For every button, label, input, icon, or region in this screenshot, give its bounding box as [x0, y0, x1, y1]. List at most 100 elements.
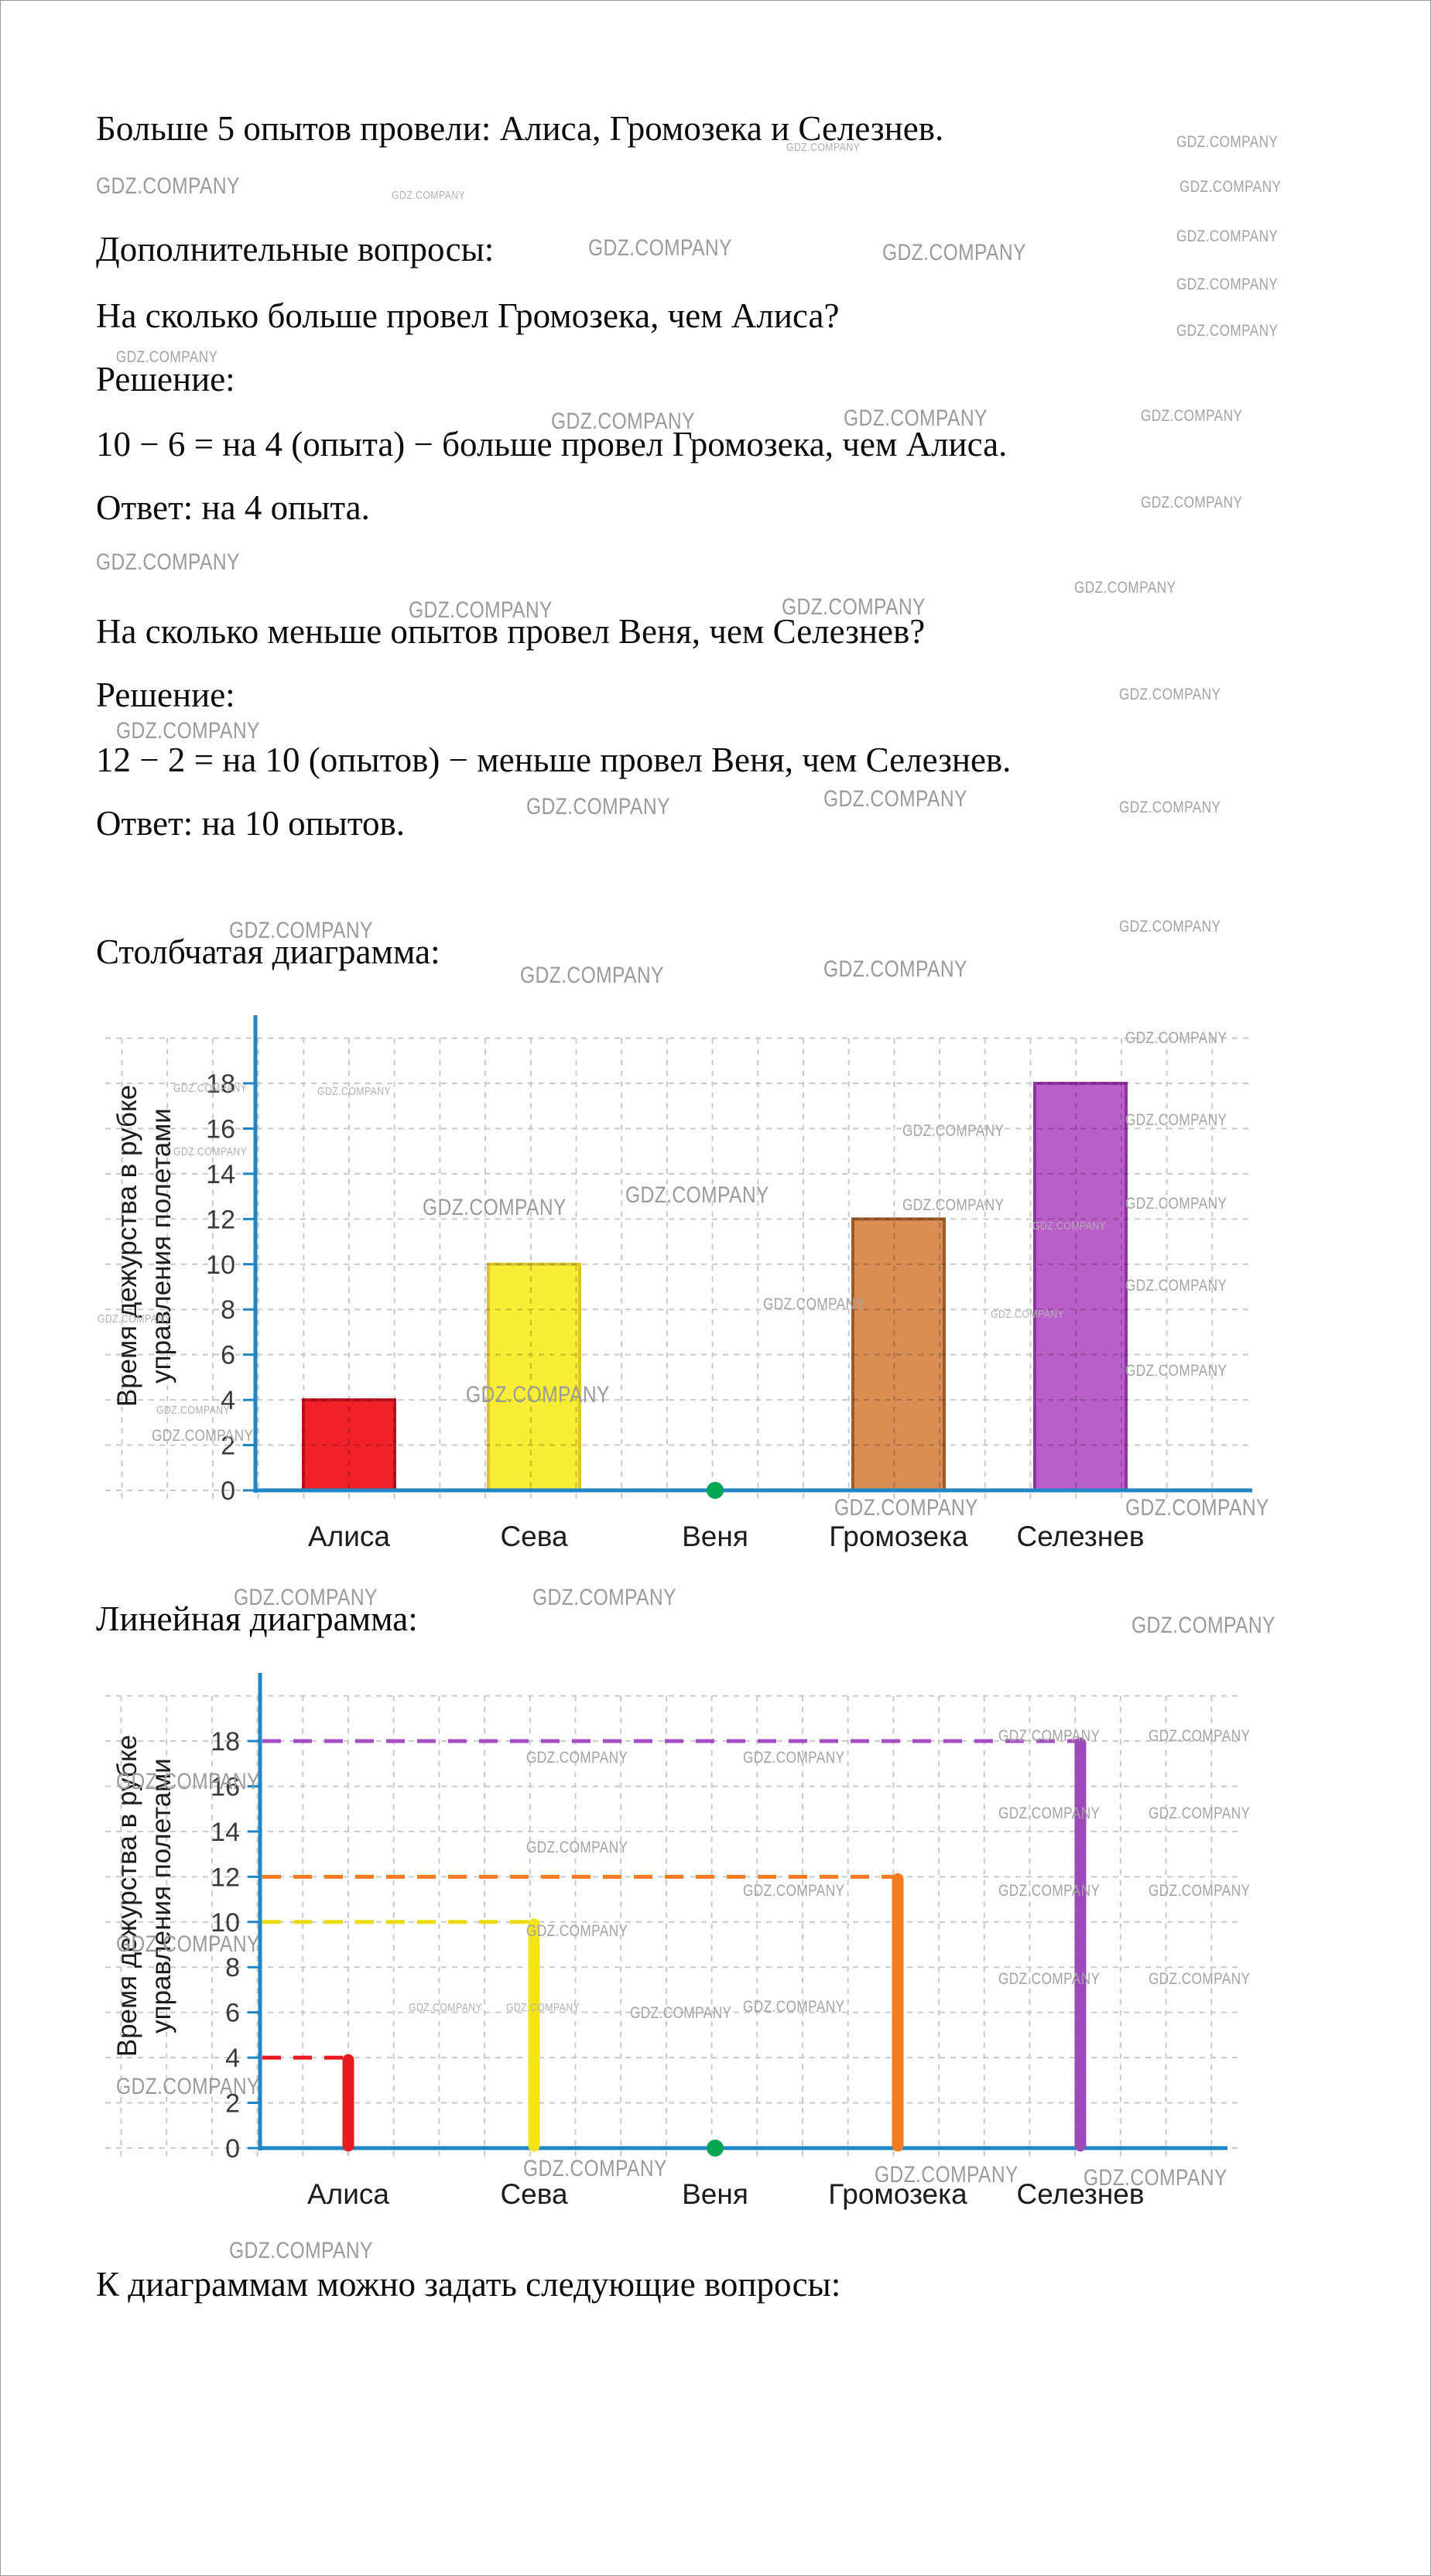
question-2: На сколько меньше опытов провел Веня, че… — [96, 612, 926, 651]
watermark: GDZ.COMPANY — [506, 2001, 580, 2014]
watermark: GDZ.COMPANY — [834, 1495, 978, 1521]
y-tick-labels: 0 2 4 6 8 10 12 14 16 18 — [206, 1069, 235, 1506]
watermark: GDZ.COMPANY — [902, 1122, 1005, 1140]
y-axis-title: Время дежурства в рубке управления полета… — [112, 1085, 176, 1407]
watermark: GDZ.COMPANY — [882, 240, 1026, 265]
bars — [302, 1082, 1128, 1493]
watermark: GDZ.COMPANY — [409, 597, 553, 623]
category-labels: Алиса Сева Веня Громозека Селезнев — [307, 2178, 1145, 2210]
watermark: GDZ.COMPANY — [526, 1839, 628, 1856]
stems — [342, 1737, 1087, 2157]
watermark: GDZ.COMPANY — [116, 2074, 260, 2099]
y-tick-label: 2 — [221, 1432, 235, 1461]
bar-chart-heading: Столбчатая диаграмма: — [96, 932, 440, 971]
axes — [248, 1673, 1227, 2150]
y-tick-label: 2 — [225, 2089, 240, 2119]
category-label: Сева — [500, 1521, 568, 1552]
y-tick-label: 4 — [225, 2044, 240, 2073]
category-labels: Алиса Сева Веня Громозека Селезнев — [308, 1521, 1145, 1552]
watermark: GDZ.COMPANY — [1149, 1882, 1251, 1900]
solution-1: 10 − 6 = на 4 (опыта) − больше провел Гр… — [96, 425, 1008, 464]
watermark: GDZ.COMPANY — [1084, 2165, 1227, 2191]
watermark: GDZ.COMPANY — [409, 2001, 483, 2014]
y-tick-label: 10 — [211, 1908, 240, 1938]
y-axis-title: Время дежурства в рубке управления полета… — [112, 1735, 176, 2057]
y-tick-label: 4 — [221, 1386, 235, 1415]
watermark: GDZ.COMPANY — [1125, 1111, 1227, 1129]
watermark: GDZ.COMPANY — [229, 918, 373, 943]
watermark: GDZ.COMPANY — [743, 1749, 845, 1767]
solution-label-1: Решение: — [96, 360, 235, 399]
watermark: GDZ.COMPANY — [523, 2156, 667, 2181]
svg-text:управления полетами: управления полетами — [146, 1758, 176, 2034]
answer-1: Ответ: на 4 опыта. — [96, 488, 370, 527]
watermark: GDZ.COMPANY — [998, 1805, 1101, 1822]
grid — [105, 1695, 1241, 2157]
watermark: GDZ.COMPANY — [466, 1382, 610, 1408]
watermark: GDZ.COMPANY — [998, 1727, 1101, 1745]
category-label: Сева — [500, 2178, 568, 2210]
watermark: GDZ.COMPANY — [786, 141, 861, 154]
y-tick-label: 12 — [206, 1205, 235, 1234]
watermark: GDZ.COMPANY — [844, 405, 988, 431]
watermark: GDZ.COMPANY — [156, 1404, 231, 1417]
watermark: GDZ.COMPANY — [998, 1882, 1101, 1900]
y-tick-label: 14 — [206, 1160, 235, 1189]
category-label: Веня — [682, 2178, 748, 2210]
y-tick-label: 6 — [225, 1999, 240, 2028]
watermark: GDZ.COMPANY — [1131, 1613, 1275, 1638]
watermark: GDZ.COMPANY — [991, 1308, 1065, 1321]
watermark: GDZ.COMPANY — [1119, 686, 1221, 703]
bar-1 — [487, 1262, 581, 1492]
watermark: GDZ.COMPANY — [763, 1295, 865, 1313]
watermark: GDZ.COMPANY — [229, 2238, 373, 2263]
watermark: GDZ.COMPANY — [902, 1196, 1005, 1214]
watermark: GDZ.COMPANY — [1149, 1727, 1251, 1745]
watermark: GDZ.COMPANY — [1125, 1277, 1227, 1295]
category-label: Алиса — [307, 2178, 389, 2210]
line-chart: 0 2 4 6 8 10 12 14 16 18 Алиса Сева Веня Громозека Сел… — [105, 1673, 1241, 2210]
watermark: GDZ.COMPANY — [1179, 178, 1282, 196]
watermark: GDZ.COMPANY — [1125, 1495, 1269, 1521]
watermark: GDZ.COMPANY — [1125, 1362, 1227, 1380]
y-tick-label: 12 — [211, 1863, 240, 1892]
watermark: GDZ.COMPANY — [526, 1749, 628, 1767]
bar-4 — [1033, 1082, 1128, 1493]
guide-lines — [262, 1739, 1080, 2060]
axes — [243, 1015, 1252, 1493]
watermark: GDZ.COMPANY — [1125, 1029, 1227, 1047]
grid — [105, 1037, 1254, 1500]
y-tick-label: 6 — [221, 1341, 235, 1370]
bar-chart: 0 2 4 6 8 10 12 14 16 18 Алиса Сева Веня Громозека Сел… — [105, 1015, 1254, 1552]
answer-line: Больше 5 опытов провели: Алиса, Громозек… — [96, 109, 944, 148]
watermark: GDZ.COMPANY — [526, 1922, 628, 1940]
watermark: GDZ.COMPANY — [1176, 227, 1279, 245]
zero-dot — [707, 2140, 724, 2157]
watermark: GDZ.COMPANY — [1176, 275, 1279, 293]
watermark: GDZ.COMPANY — [1032, 1220, 1107, 1233]
watermark: GDZ.COMPANY — [1119, 799, 1221, 816]
watermark: GDZ.COMPANY — [173, 1145, 248, 1158]
watermark: GDZ.COMPANY — [116, 1931, 260, 1957]
answer-2: Ответ: на 10 опытов. — [96, 804, 405, 843]
watermark: GDZ.COMPANY — [423, 1195, 567, 1220]
y-tick-label: 0 — [221, 1476, 235, 1506]
watermark: GDZ.COMPANY — [588, 235, 732, 261]
y-tick-label: 0 — [225, 2134, 240, 2164]
svg-text:Время дежурства в рубке: Время дежурства в рубке — [112, 1735, 142, 2057]
y-tick-label: 16 — [206, 1114, 235, 1144]
y-tick-label: 18 — [206, 1069, 235, 1099]
y-tick-label: 8 — [221, 1295, 235, 1325]
watermark: GDZ.COMPANY — [551, 409, 695, 434]
watermark: GDZ.COMPANY — [630, 2004, 732, 2022]
solution-2: 12 − 2 = на 10 (опытов) − меньше провел … — [96, 741, 1012, 779]
watermark: GDZ.COMPANY — [173, 1082, 248, 1095]
y-tick-label: 18 — [211, 1727, 240, 1757]
category-label: Громозека — [828, 2178, 967, 2210]
category-label: Селезнев — [1016, 1521, 1144, 1552]
category-label: Селезнев — [1016, 2178, 1144, 2210]
watermark: GDZ.COMPANY — [823, 786, 967, 812]
svg-text:управления полетами: управления полетами — [146, 1108, 176, 1384]
svg-text:Время дежурства в рубке: Время дежурства в рубке — [112, 1085, 142, 1407]
watermark: GDZ.COMPANY — [116, 1769, 260, 1794]
